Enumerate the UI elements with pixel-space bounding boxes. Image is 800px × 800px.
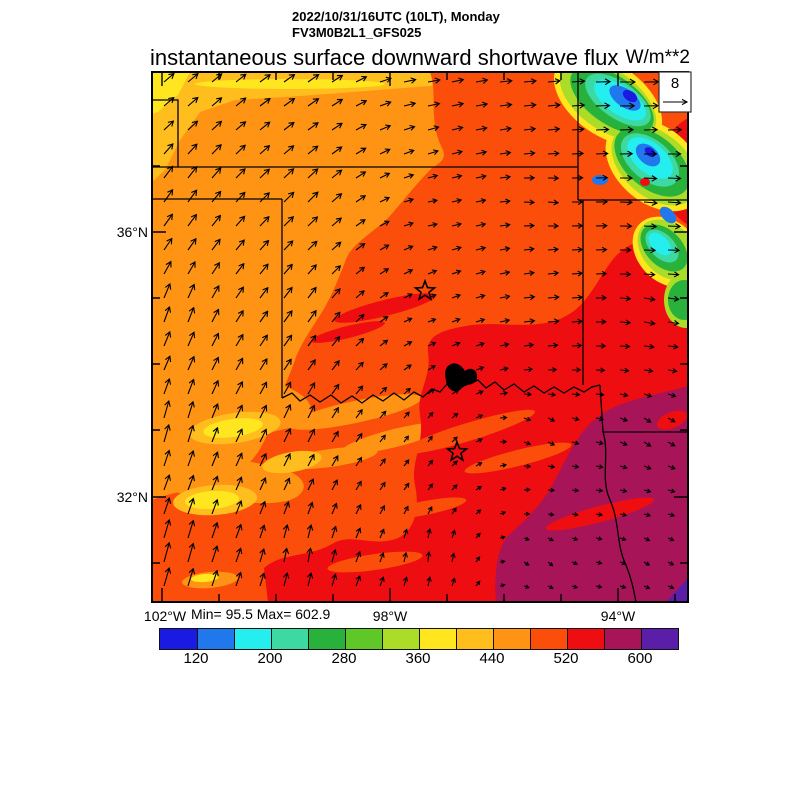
cloud-lobe [648, 232, 672, 256]
colorbar-segment [641, 629, 678, 649]
lat-label-36n: 36°N [116, 224, 148, 240]
cloud-red-spot [640, 178, 650, 186]
colorbar-tick-label: 600 [627, 650, 653, 667]
colorbar-segment [271, 629, 308, 649]
star-marker [413, 278, 437, 301]
reference-vector-value: 8 [670, 75, 680, 92]
colorbar-tick-label: 360 [405, 650, 431, 667]
colorbar-segment [604, 629, 641, 649]
model-name-label: FV3M0B2L1_GFS025 [292, 25, 422, 40]
wind-vectors [163, 72, 684, 590]
colorbar-segment [382, 629, 419, 649]
colorbar-segment [160, 629, 197, 649]
colorbar-tick-label: 440 [479, 650, 505, 667]
flux-streak [311, 321, 385, 343]
flux-region-maroon [495, 386, 688, 602]
units-label: W/m**2 [625, 47, 690, 68]
colorbar-segment [456, 629, 493, 649]
colorbar-segment [419, 629, 456, 649]
lake-texoma [445, 363, 478, 392]
flux-region-yellow-patch [191, 573, 219, 583]
colorbar-segment [530, 629, 567, 649]
reference-arrow-icon [663, 98, 689, 106]
lat-label-32n: 32°N [116, 489, 148, 505]
border-colorado-kansas [152, 99, 179, 167]
flux-streak [464, 442, 572, 474]
colorbar-segment [197, 629, 234, 649]
reference-vector-box [658, 71, 692, 113]
colorbar-segment [567, 629, 604, 649]
flux-region-purple [666, 578, 688, 602]
lon-label-94w: 94°W [600, 608, 636, 624]
colorbar [159, 628, 679, 650]
colorbar-segment [493, 629, 530, 649]
colorbar-segment [308, 629, 345, 649]
colorbar-segment [345, 629, 382, 649]
flux-region-yellow-patch [185, 490, 239, 510]
lon-label-98w: 98°W [372, 608, 408, 624]
cloud-core [622, 89, 638, 103]
reference-vector-frame [658, 71, 692, 113]
map-frame [151, 71, 689, 603]
border-texas-louisiana [602, 431, 637, 602]
location-markers [413, 278, 469, 462]
flux-streak [401, 409, 535, 455]
star-marker [445, 439, 469, 462]
cloud-core [659, 206, 677, 224]
valid-time-label: 2022/10/31/16UTC (10LT), Monday [292, 9, 500, 24]
min-max-label: Min= 95.5 Max= 602.9 [191, 606, 331, 622]
lon-label-102w: 102°W [143, 608, 187, 624]
wind-arrow-field [163, 72, 684, 590]
cloud-lobe [668, 280, 688, 320]
cloud-low-flux-region [553, 72, 688, 328]
plot-title: instantaneous surface downward shortwave… [150, 45, 619, 70]
colorbar-tick-label: 280 [331, 650, 357, 667]
colorbar-tick-label: 200 [257, 650, 283, 667]
flux-streak [327, 551, 423, 573]
flux-halo [262, 450, 322, 474]
colorbar-segment [234, 629, 271, 649]
colorbar-tick-label: 120 [183, 650, 209, 667]
flux-streak [288, 394, 422, 430]
state-borders [152, 72, 688, 602]
flux-streak [195, 79, 385, 89]
colorbar-tick-label: 520 [553, 650, 579, 667]
